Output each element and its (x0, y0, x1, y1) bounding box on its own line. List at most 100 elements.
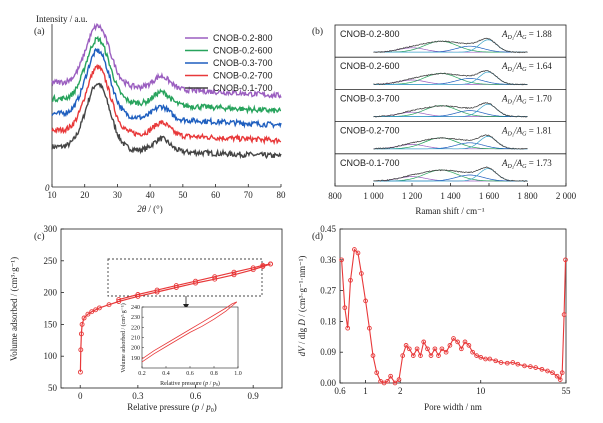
panel-c-ytick-label: 300 (44, 224, 58, 234)
panel-d-data-point (493, 358, 499, 364)
panel-b-spectrum-line (373, 134, 528, 150)
panel-c-inset-ytick-label: 190 (131, 356, 140, 362)
panel-d-ytick-label: 0.18 (320, 316, 336, 326)
panel-d-data-point (345, 325, 351, 331)
panel-b-ratio-mid: /A (513, 126, 523, 136)
panel-d-data-point (355, 250, 361, 256)
panel-c-inset-ytick-label: 200 (131, 346, 140, 352)
panel-c-data-point (173, 283, 179, 289)
panel-b-ratio-value: = 1.88 (526, 29, 552, 39)
panel-c-data-point (81, 315, 87, 321)
panel-b-xtick-label: 1 800 (517, 191, 538, 201)
panel-d-data-point (348, 277, 353, 283)
panel-d-data-point (403, 343, 409, 348)
panel-d-data-point (443, 349, 449, 355)
panel-b-fit-component (373, 174, 528, 182)
panel-d-data-point (466, 343, 472, 348)
panel-a-origin-label: 0 (45, 183, 50, 193)
panel-b-spectrum-line (373, 102, 528, 118)
panel-a-legend-label: CNOB-0.2-800 (213, 33, 273, 43)
panel-c-data-point (93, 307, 99, 313)
panel-a-xtick-label: 40 (146, 190, 156, 200)
panel-c-data-point (78, 331, 84, 337)
panel-c-data-point (154, 287, 160, 293)
panel-b-fit-component (373, 137, 528, 150)
panel-c-data-point (77, 369, 83, 375)
panel-d-xtick-label: 55 (562, 386, 572, 396)
panel-b-ratio-a: A (501, 126, 508, 136)
panel-c-data-point (260, 262, 266, 268)
panel-d-letter: (d) (312, 231, 323, 242)
panel-b-xtick-label: 1 600 (479, 191, 500, 201)
panel-c-inset-xtick-label: 0.4 (162, 371, 170, 377)
panel-d-data-point (554, 373, 560, 379)
panel-d-data-point (421, 339, 427, 345)
panel-b-ratio-a: A (501, 61, 508, 71)
panel-d-xlabel: Pore width / nm (424, 402, 482, 412)
panel-d-data-point (528, 364, 533, 369)
panel-d-data-point (374, 370, 380, 376)
panel-d-data-point (561, 312, 567, 317)
panel-b-ratio-sub-1: 1 (512, 100, 514, 105)
panel-c-data-point (79, 321, 85, 327)
panel-b-ratio-a: A (501, 93, 508, 103)
panel-c-ylabel: Volume adsorbed / (cm³·g⁻¹) (9, 257, 19, 361)
panel-c-inset-ytick-label: 230 (131, 315, 140, 321)
panel-d-data-point (515, 361, 521, 367)
panel-b-ratio-mid: /A (513, 158, 523, 168)
panel-b-xtick-label: 1 200 (402, 191, 423, 201)
panel-c-data-point (250, 267, 256, 273)
panel-c-data-point (212, 276, 218, 282)
panel-d-data-point (559, 370, 565, 376)
panel-d-data-point (539, 366, 545, 372)
panel-c-isotherm-line (79, 263, 271, 373)
panel-d-data-point (436, 353, 441, 358)
panel-b-ratio-label: AD1/AG = 1.64 (501, 61, 552, 73)
panel-d-data-point (447, 343, 453, 348)
panel-d-data-point (462, 339, 468, 345)
panel-d-data-point (510, 360, 516, 365)
panel-c-data-point (231, 269, 237, 275)
panel-d-data-point (498, 360, 504, 365)
panel-a-legend-label: CNOB-0.2-600 (213, 46, 273, 56)
panel-c-data-point (154, 289, 160, 295)
panel-a-xtick-label: 50 (178, 190, 188, 200)
panel-d-ytick-label: 0.00 (320, 378, 336, 388)
panel-b-ratio-a: A (501, 29, 508, 39)
panel-c-inset-xlabel: Relative pressure (p / p0) (160, 380, 220, 387)
panel-d-data-point (428, 353, 434, 358)
panel-d-data-point (370, 353, 376, 358)
panel-b-sample-label: CNOB-0.2-700 (340, 126, 400, 136)
panel-c-inset-xtick-label: 1.0 (234, 371, 242, 377)
panel-b-fit-component (373, 105, 528, 117)
panel-c-inset-ytick-label: 240 (131, 305, 140, 311)
panel-b-ratio-sub-1: 1 (512, 36, 514, 41)
panel-d-data-point (432, 346, 438, 352)
panel-b-ratio-sub-d: D (507, 67, 513, 73)
panel-a-xtick-label: 10 (48, 190, 58, 200)
panel-d-data-point (459, 346, 464, 352)
panel-d-data-point (385, 378, 390, 384)
panel-d-data-point (392, 380, 398, 386)
panel-a-series-line (51, 22, 282, 100)
panel-d-data-point (352, 247, 357, 252)
panel-d-data-point (451, 336, 456, 341)
panel-c-inset-ytick-label: 220 (131, 325, 140, 331)
panel-b-ratio-sub-d: D (507, 99, 513, 105)
panel-a-xtick-label: 60 (211, 190, 221, 200)
panel-d-ytick-label: 0.45 (320, 224, 336, 234)
panel-b-spectrum-line (373, 166, 528, 182)
panel-c-data-point (85, 311, 91, 317)
panel-c-ytick-label: 150 (44, 319, 58, 329)
panel-b-ratio-sub-1: 1 (512, 68, 514, 73)
panel-d-data-point (563, 257, 568, 263)
panel-d-xtick-label: 0.6 (334, 386, 346, 396)
panel-c-zoom-box (107, 258, 263, 297)
panel-c-data-point (193, 280, 198, 286)
panel-a-legend-label: CNOB-0.3-700 (213, 58, 273, 68)
panel-b-fit-component (373, 40, 528, 53)
panel-c-ytick-label: 100 (44, 351, 58, 361)
panel-d-data-point (439, 346, 445, 352)
panel-c-xtick-label: 0.9 (248, 391, 260, 401)
